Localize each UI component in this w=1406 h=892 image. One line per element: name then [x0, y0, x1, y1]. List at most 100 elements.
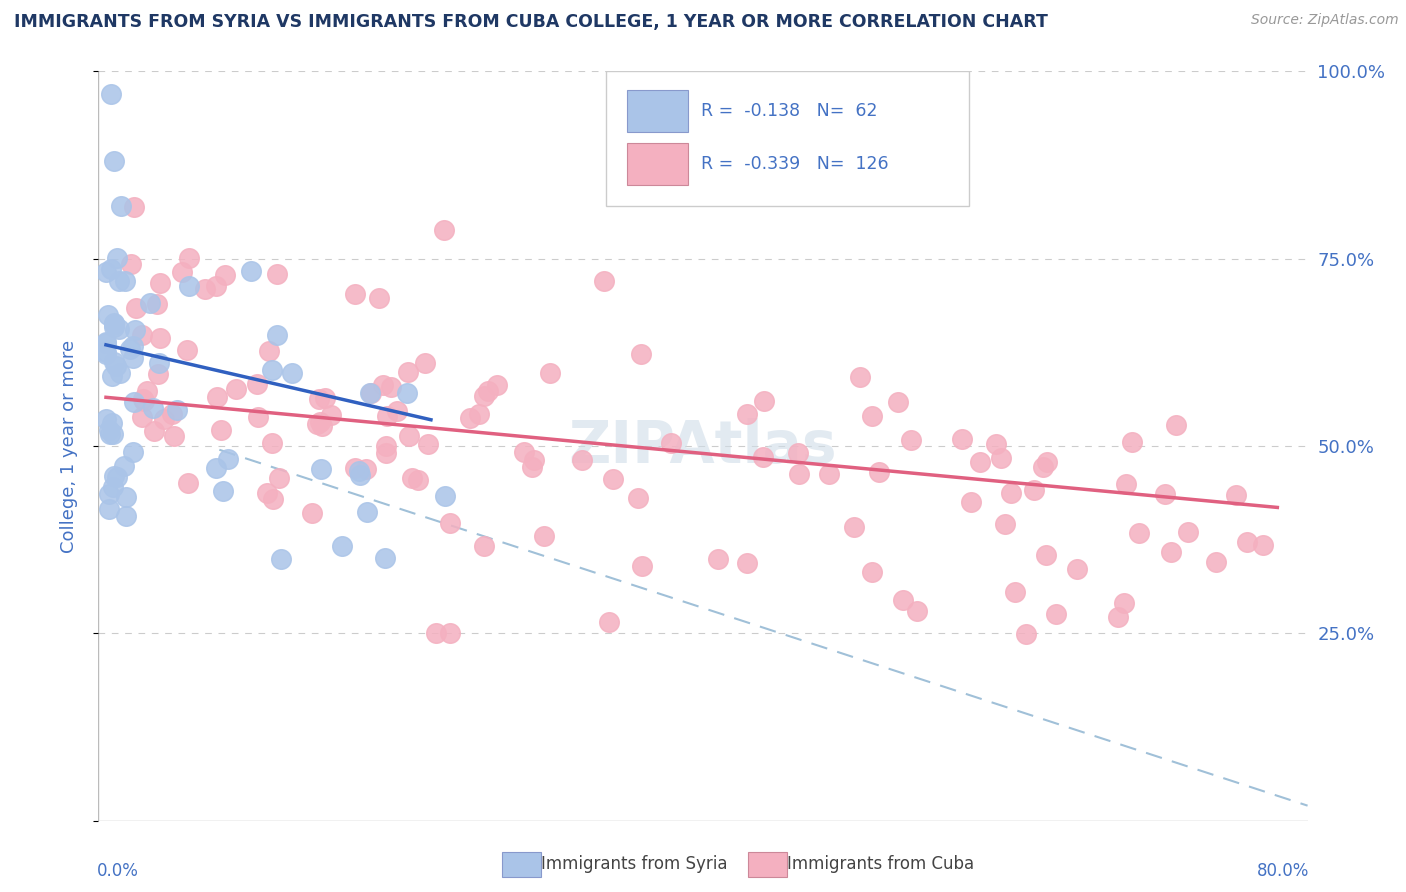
Point — [472, 388, 495, 402]
Point — [103, 468, 125, 483]
Point — [124, 301, 146, 316]
Point — [214, 268, 236, 282]
Point — [385, 403, 408, 417]
Point — [849, 370, 872, 384]
Point — [413, 356, 436, 370]
Point — [98, 486, 121, 500]
Point — [627, 491, 650, 505]
Point — [124, 323, 146, 337]
Point — [142, 425, 165, 439]
Point — [139, 296, 162, 310]
Point — [1128, 526, 1150, 541]
Point — [959, 495, 981, 509]
Point — [458, 411, 481, 425]
Point — [602, 472, 624, 486]
Point — [280, 366, 302, 380]
Point — [752, 450, 775, 465]
Point — [269, 471, 291, 485]
Point — [343, 461, 366, 475]
Point — [533, 529, 555, 543]
Point — [891, 593, 914, 607]
Point — [94, 412, 117, 426]
Point — [260, 363, 283, 377]
Point — [114, 490, 136, 504]
Point — [211, 483, 233, 498]
Point — [134, 393, 156, 408]
Point — [194, 282, 217, 296]
Text: Immigrants from Syria: Immigrants from Syria — [541, 855, 728, 873]
Point — [149, 276, 172, 290]
Point — [108, 274, 131, 288]
Point — [571, 453, 593, 467]
Point — [100, 261, 122, 276]
FancyBboxPatch shape — [606, 71, 969, 206]
Point — [172, 265, 194, 279]
Point — [396, 365, 419, 379]
Point — [631, 559, 654, 574]
Point — [1160, 545, 1182, 559]
Point — [245, 377, 267, 392]
Point — [270, 552, 292, 566]
Point — [860, 409, 883, 424]
Point — [266, 267, 288, 281]
Point — [97, 308, 120, 322]
Point — [240, 263, 263, 277]
Point — [1035, 454, 1057, 468]
Point — [94, 344, 117, 359]
Point — [1032, 460, 1054, 475]
Point — [122, 351, 145, 365]
Point — [97, 423, 120, 437]
Point — [110, 366, 132, 380]
FancyBboxPatch shape — [627, 143, 689, 185]
Point — [887, 394, 910, 409]
Point — [100, 87, 122, 101]
Point — [321, 408, 343, 422]
Text: IMMIGRANTS FROM SYRIA VS IMMIGRANTS FROM CUBA COLLEGE, 1 YEAR OR MORE CORRELATIO: IMMIGRANTS FROM SYRIA VS IMMIGRANTS FROM… — [14, 13, 1047, 31]
Point — [868, 465, 890, 479]
Point — [105, 251, 128, 265]
Point — [309, 462, 332, 476]
Point — [136, 384, 159, 399]
Point — [94, 347, 117, 361]
Point — [163, 429, 186, 443]
Point — [262, 435, 284, 450]
Point — [217, 452, 239, 467]
Point — [735, 556, 758, 570]
Point — [105, 470, 128, 484]
Text: R =  -0.339   N=  126: R = -0.339 N= 126 — [700, 154, 889, 172]
Point — [969, 455, 991, 469]
Point — [354, 462, 377, 476]
Point — [1004, 585, 1026, 599]
Point — [1251, 538, 1274, 552]
Point — [330, 539, 353, 553]
Point — [659, 436, 682, 450]
Point — [152, 411, 174, 425]
Point — [1121, 435, 1143, 450]
Point — [1236, 534, 1258, 549]
Point — [205, 460, 228, 475]
Point — [900, 433, 922, 447]
Point — [523, 453, 546, 467]
Point — [735, 407, 758, 421]
Point — [122, 395, 145, 409]
Point — [114, 509, 136, 524]
Point — [522, 459, 544, 474]
Point — [425, 626, 447, 640]
Point — [177, 476, 200, 491]
Point — [132, 392, 155, 406]
Point — [375, 409, 398, 423]
Point — [990, 450, 1012, 465]
Point — [950, 432, 973, 446]
FancyBboxPatch shape — [627, 90, 689, 132]
Text: Source: ZipAtlas.com: Source: ZipAtlas.com — [1251, 13, 1399, 28]
Point — [1114, 596, 1136, 610]
Point — [108, 322, 131, 336]
Point — [149, 331, 172, 345]
Point — [842, 520, 865, 534]
Point — [114, 274, 136, 288]
Point — [1225, 488, 1247, 502]
Point — [375, 446, 398, 460]
Y-axis label: College, 1 year or more: College, 1 year or more — [59, 340, 77, 552]
Point — [398, 428, 420, 442]
Point — [225, 383, 247, 397]
